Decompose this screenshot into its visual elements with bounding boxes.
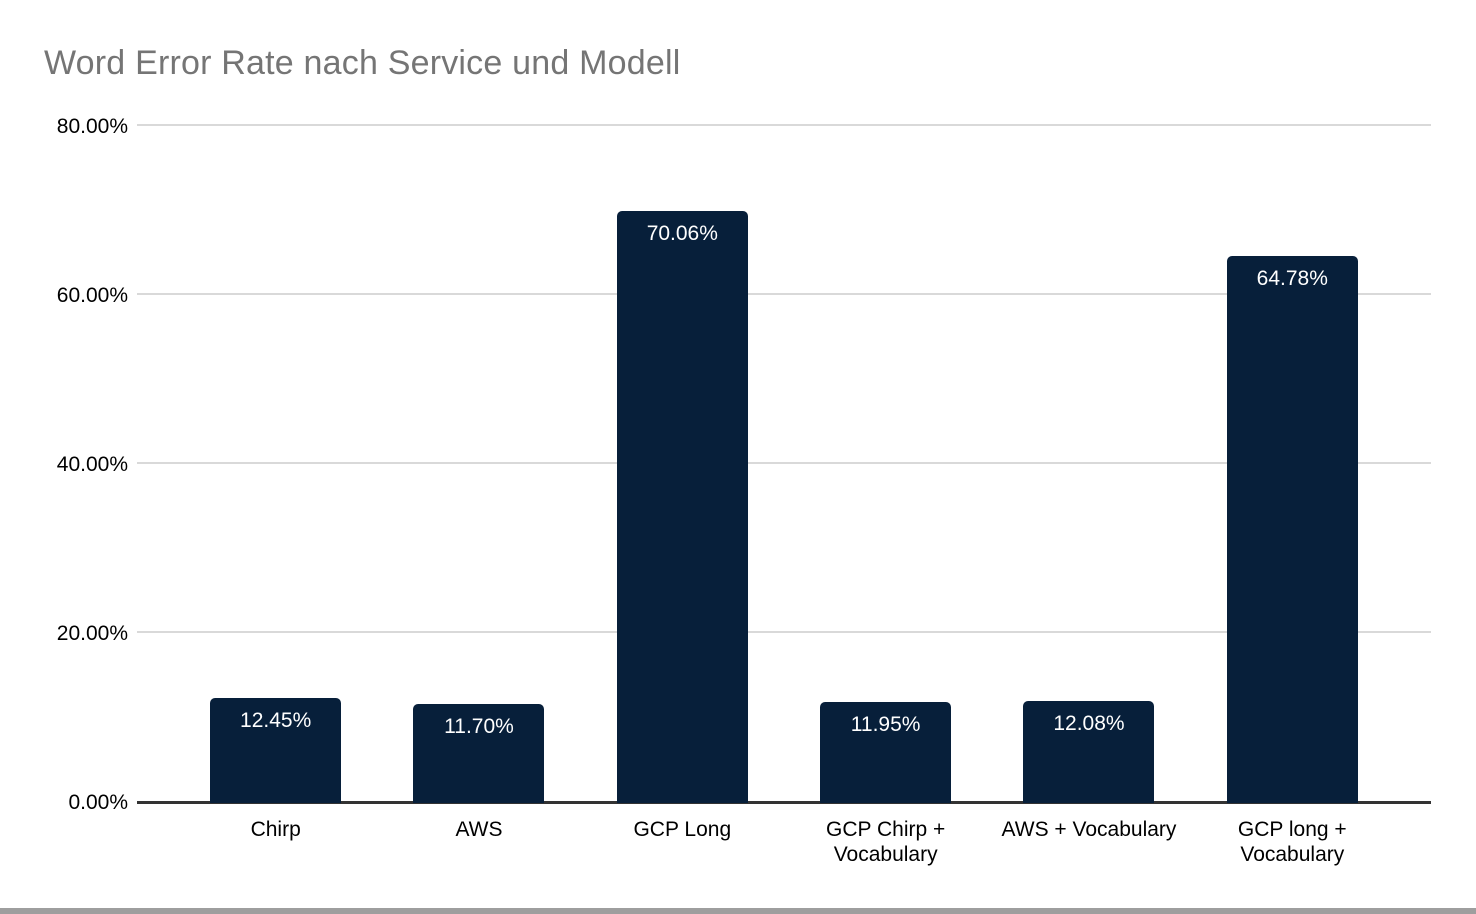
bar-value-label: 12.45%: [240, 708, 312, 732]
bars-row: 12.45% 11.70% 70.06% 11.95% 12.08% 64.78%: [137, 127, 1431, 803]
y-tick-label: 80.00%: [56, 115, 128, 138]
x-tick-label: Chirp: [250, 818, 301, 841]
x-slot: AWS: [377, 818, 580, 868]
y-axis: 0.00% 20.00% 40.00% 60.00% 80.00%: [0, 115, 128, 814]
bar-GCP Long[interactable]: 70.06%: [616, 211, 748, 803]
chart-title: Word Error Rate nach Service und Modell: [44, 44, 681, 82]
x-tick-label: GCP long + Vocabulary: [1237, 818, 1347, 866]
bottom-scroll-strip[interactable]: [0, 908, 1476, 914]
x-axis-line: [137, 801, 1431, 804]
bar-AWS + Vocabulary[interactable]: 12.08%: [1023, 700, 1155, 803]
x-slot: Chirp: [174, 818, 377, 868]
x-tick-label: AWS + Vocabulary: [1001, 818, 1177, 841]
y-tick-label: 40.00%: [56, 453, 128, 476]
x-slot: GCP Long: [581, 818, 784, 868]
y-tick-label: 20.00%: [56, 622, 128, 645]
bar-slot: 12.45%: [174, 127, 377, 803]
x-slot: GCP long + Vocabulary: [1191, 818, 1394, 868]
y-tick-label: 60.00%: [56, 284, 128, 307]
bar-value-label: 12.08%: [1053, 711, 1125, 735]
bar-Chirp[interactable]: 12.45%: [210, 697, 342, 803]
x-axis: Chirp AWS GCP Long GCP Chirp + Vocabulary AW…: [137, 818, 1431, 868]
bar-slot: 12.08%: [987, 127, 1190, 803]
bar-slot: 64.78%: [1191, 127, 1394, 803]
bar-value-label: 70.06%: [646, 222, 718, 245]
x-tick-label: GCP Chirp + Vocabulary: [826, 818, 946, 866]
plot-area: 12.45% 11.70% 70.06% 11.95% 12.08% 64.78%: [137, 124, 1431, 804]
bar-value-label: 64.78%: [1256, 266, 1328, 290]
bar-AWS[interactable]: 11.70%: [413, 704, 545, 803]
bar-slot: 11.70%: [377, 127, 580, 803]
gridline-60: [137, 293, 1431, 295]
bar-value-label: 11.70%: [444, 715, 514, 739]
bar-GCP Chirp + Vocabulary[interactable]: 11.95%: [820, 702, 952, 803]
gridline-80: [137, 124, 1431, 126]
y-tick-label: 0.00%: [68, 791, 128, 814]
bar-value-label: 11.95%: [850, 713, 921, 737]
x-slot: GCP Chirp + Vocabulary: [784, 818, 987, 868]
x-tick-label: GCP Long: [633, 818, 732, 841]
bar-GCP long + Vocabulary[interactable]: 64.78%: [1226, 255, 1358, 803]
x-tick-label: AWS: [455, 818, 503, 841]
bar-slot: 11.95%: [784, 127, 987, 803]
x-slot: AWS + Vocabulary: [987, 818, 1190, 868]
bar-slot: 70.06%: [581, 127, 784, 803]
gridline-20: [137, 631, 1431, 633]
gridline-40: [137, 462, 1431, 464]
